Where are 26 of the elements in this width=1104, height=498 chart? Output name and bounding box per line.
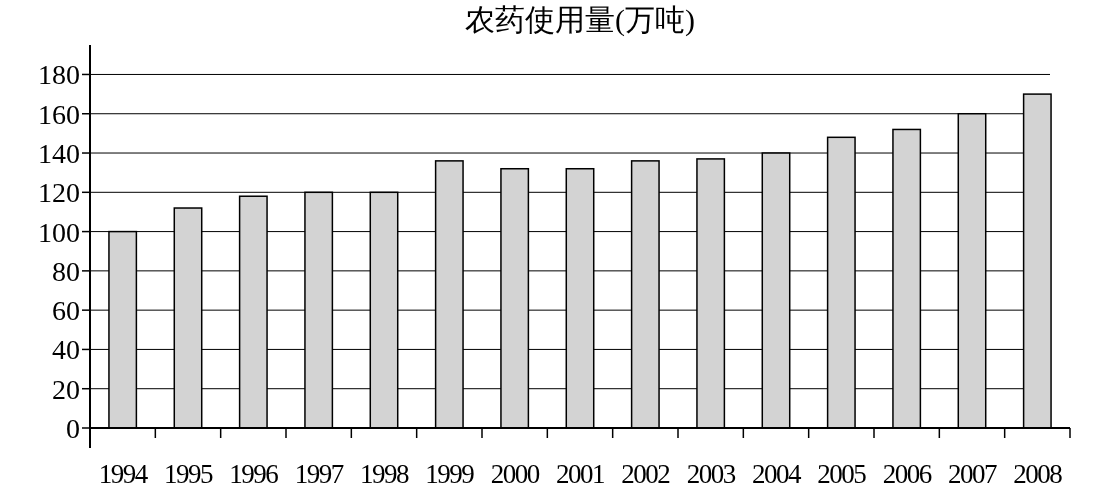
y-tick-label: 60 (52, 295, 80, 327)
x-tick-label: 1996 (229, 459, 279, 489)
y-tick-label: 80 (52, 255, 80, 287)
y-tick-label: 120 (38, 177, 80, 209)
x-tick-label: 1994 (98, 459, 149, 489)
x-tick-label: 1995 (164, 459, 213, 489)
x-tick-label: 2004 (752, 459, 802, 489)
y-tick-label: 140 (38, 138, 80, 170)
y-tick-label: 100 (38, 216, 80, 248)
x-tick-label: 2002 (621, 459, 671, 489)
y-tick-label: 0 (66, 413, 80, 444)
x-tick-label: 2006 (882, 459, 932, 489)
x-tick-label: 1997 (294, 459, 344, 489)
x-tick-label: 2007 (948, 459, 997, 489)
x-tick-label: 1999 (425, 459, 475, 489)
x-tick-label: 2001 (556, 459, 604, 489)
x-tick-label: 1998 (360, 459, 409, 489)
y-tick-label: 180 (38, 59, 80, 91)
x-tick-label: 2008 (1013, 459, 1063, 489)
y-tick-label: 20 (52, 373, 80, 405)
chart-title: 农药使用量(万吨) (465, 3, 695, 37)
x-tick-label: 2003 (686, 459, 736, 489)
y-tick-label: 40 (52, 334, 80, 366)
x-tick-label: 2005 (817, 459, 867, 489)
x-tick-label: 2000 (490, 459, 540, 489)
y-tick-label: 160 (38, 98, 80, 130)
